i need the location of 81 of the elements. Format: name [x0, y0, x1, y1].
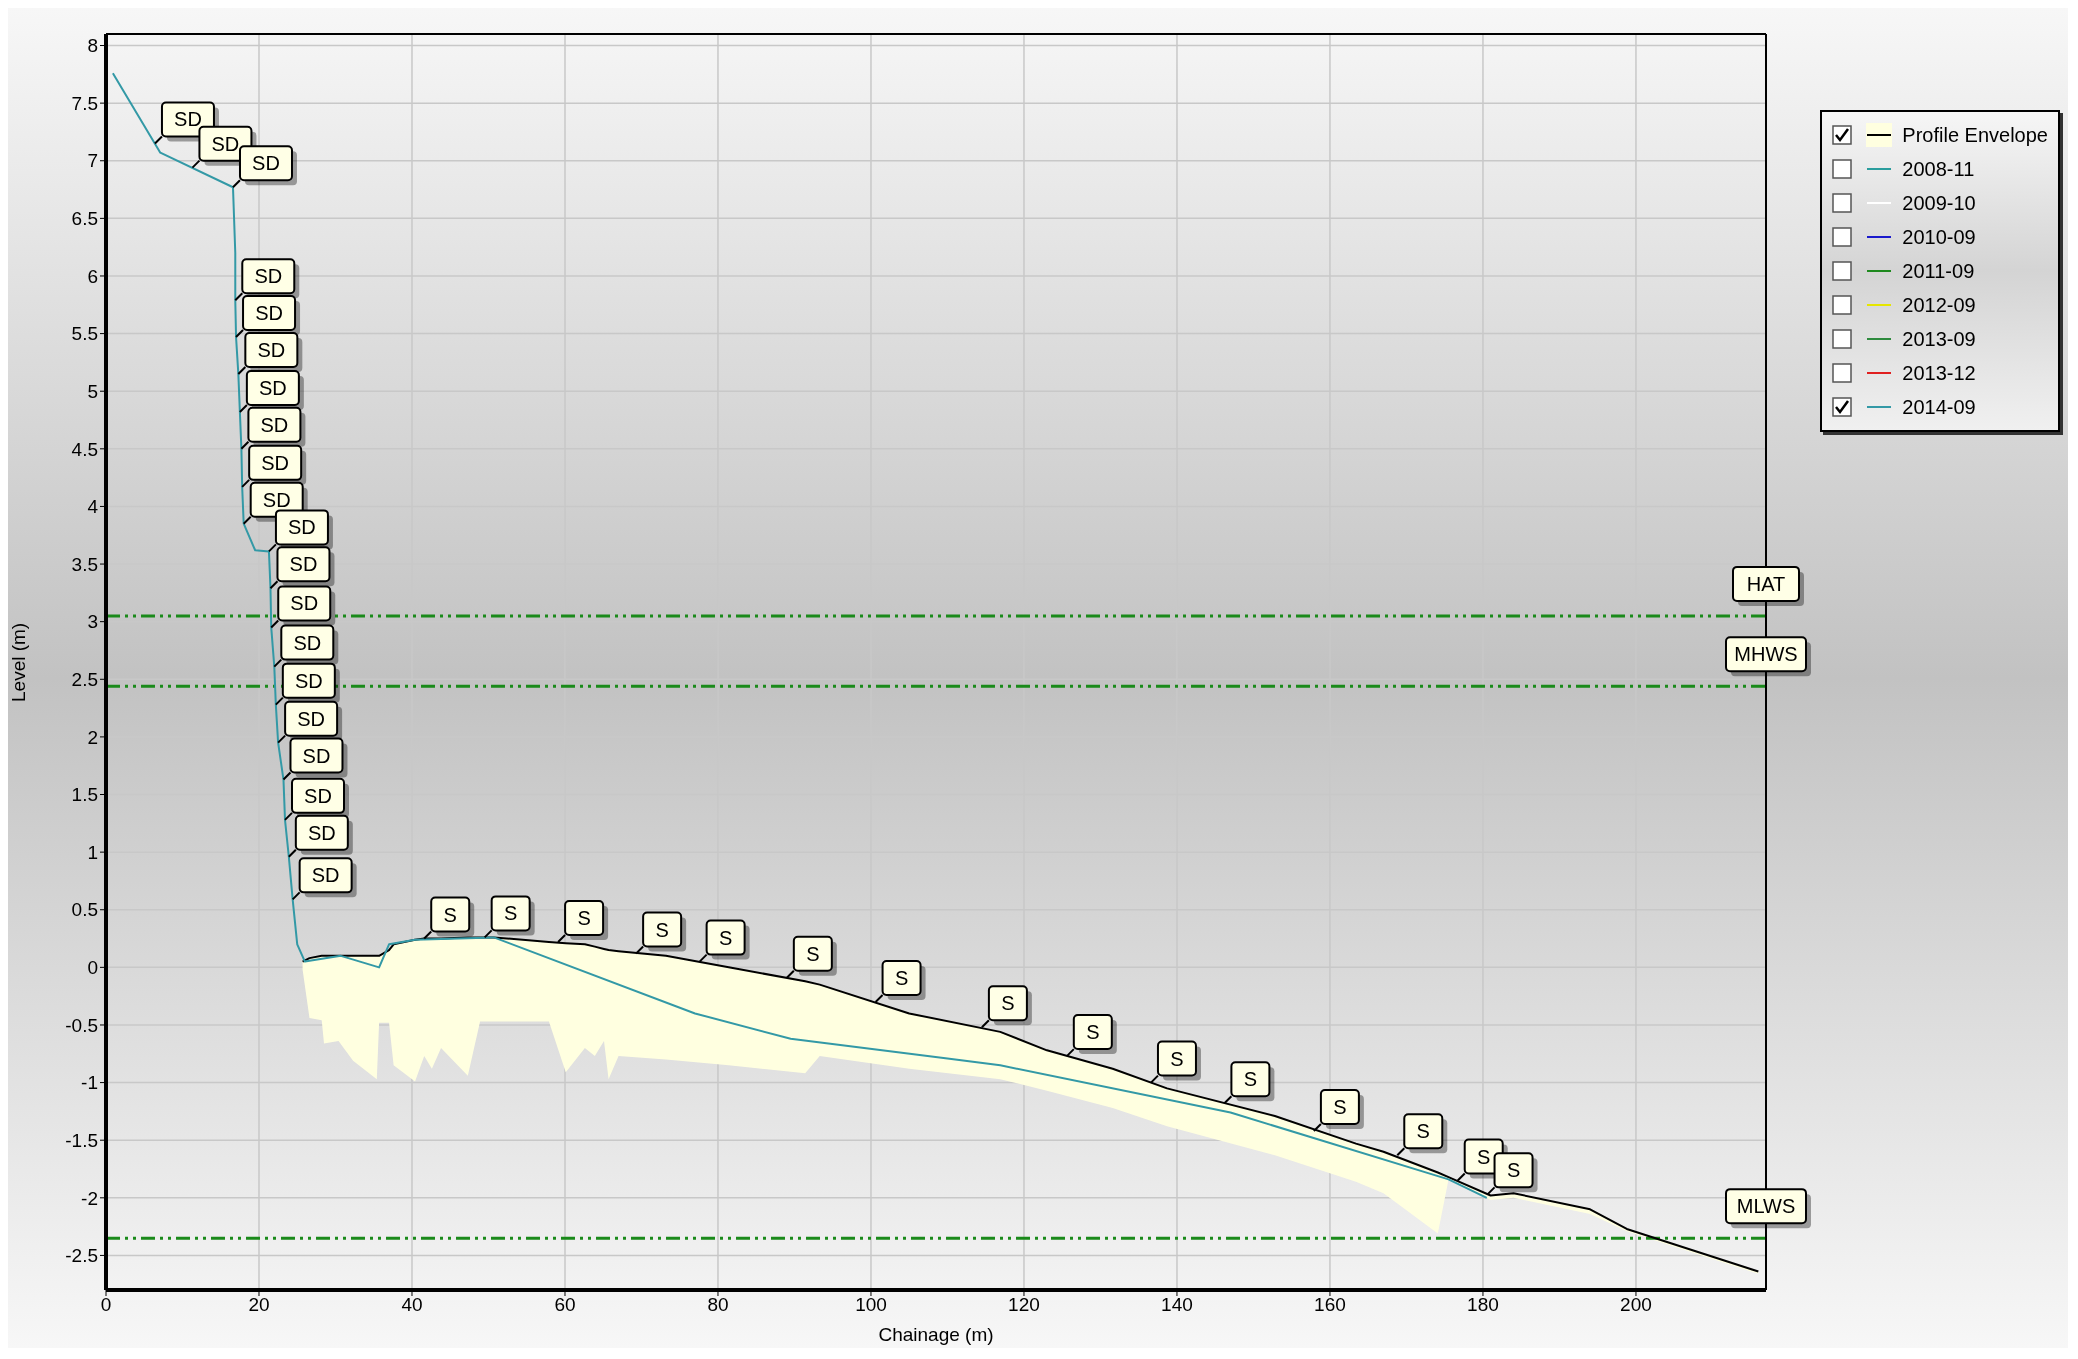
annotation: S	[1333, 1095, 1347, 1118]
legend-label: 2011-09	[1902, 259, 1975, 283]
annotation: S	[577, 907, 591, 930]
legend-label: 2009-10	[1902, 191, 1976, 215]
annotation: SD	[257, 338, 286, 361]
x-tick-label: 80	[707, 1294, 729, 1316]
legend-label: 2010-09	[1902, 225, 1976, 249]
ref-line-label: HAT	[1746, 572, 1786, 595]
annotation: S	[503, 902, 518, 925]
y-tick-label: 0.5	[71, 899, 98, 921]
y-tick-label: 0	[87, 957, 98, 979]
annotation: S	[1506, 1159, 1521, 1182]
annotation: SD	[294, 669, 323, 692]
annotation: SD	[252, 152, 280, 175]
annotation: S	[1243, 1068, 1258, 1091]
x-tick-label: 180	[1467, 1294, 1499, 1316]
annotation: S	[1086, 1021, 1100, 1044]
annotation: SD	[297, 707, 326, 730]
y-tick-label: -2.5	[65, 1245, 98, 1267]
annotation: SD	[261, 451, 290, 474]
annotation: SD	[302, 744, 331, 767]
annotation: S	[655, 918, 669, 941]
y-tick-label: 5.5	[71, 323, 98, 345]
y-tick-label: 4.5	[71, 438, 98, 460]
x-tick-label: 60	[554, 1294, 576, 1316]
legend-label: 2012-09	[1902, 293, 1976, 317]
annotation: SD	[293, 631, 322, 654]
legend-label: Profile Envelope	[1902, 123, 2048, 147]
y-tick-label: 2	[87, 726, 98, 748]
annotation: SD	[262, 488, 291, 511]
y-tick-label: 7	[87, 150, 98, 172]
annotation: SD	[254, 265, 283, 288]
y-tick-label: 6.5	[71, 208, 98, 230]
y-tick-label: 3	[87, 611, 98, 633]
x-tick-label: 120	[1008, 1294, 1040, 1316]
y-tick-label: 1.5	[71, 784, 98, 806]
y-tick-label: -1	[81, 1072, 98, 1094]
x-tick-label: 20	[248, 1294, 270, 1316]
legend-label: 2014-09	[1902, 395, 1976, 419]
annotation: SD	[304, 784, 332, 807]
annotation: S	[1001, 992, 1015, 1015]
legend-label: 2013-09	[1902, 327, 1976, 351]
y-tick-label: 7.5	[71, 92, 98, 114]
x-tick-label: 200	[1620, 1294, 1652, 1316]
annotation: S	[718, 926, 733, 949]
x-tick-label: 160	[1314, 1294, 1346, 1316]
annotation: SD	[258, 376, 287, 399]
annotation: SD	[260, 413, 289, 436]
ref-line-label: MHWS	[1734, 643, 1798, 666]
y-tick-label: 1	[87, 841, 98, 863]
annotation: S	[806, 942, 820, 965]
y-tick-label: 2.5	[71, 669, 98, 691]
annotation: SD	[288, 516, 316, 539]
legend-label: 2008-11	[1902, 157, 1975, 181]
annotation: S	[1477, 1145, 1491, 1168]
y-tick-label: 6	[87, 265, 98, 287]
y-tick-label: 5	[87, 380, 98, 402]
x-axis-title: Chainage (m)	[878, 1324, 994, 1345]
y-tick-label: 4	[87, 496, 99, 518]
y-tick-label: 3.5	[71, 553, 98, 575]
annotation: SD	[211, 132, 240, 155]
y-tick-label: -0.5	[65, 1014, 98, 1036]
annotation: S	[1170, 1047, 1184, 1070]
annotation: SD	[311, 864, 340, 887]
annotation: S	[1416, 1120, 1430, 1143]
y-tick-label: 8	[87, 35, 98, 57]
y-tick-label: -2	[81, 1187, 98, 1209]
annotation: SD	[174, 108, 202, 131]
x-tick-label: 40	[401, 1294, 423, 1316]
ref-line-label: MLWS	[1736, 1195, 1796, 1218]
annotation: SD	[289, 553, 318, 576]
annotation: SD	[290, 592, 319, 615]
annotation: SD	[255, 302, 283, 325]
x-tick-label: 100	[855, 1294, 887, 1316]
annotation: S	[443, 903, 457, 926]
x-tick-label: 140	[1161, 1294, 1193, 1316]
annotation: SD	[307, 821, 336, 844]
annotation: S	[894, 966, 909, 989]
legend-label: 2013-12	[1902, 361, 1976, 385]
y-tick-label: -1.5	[65, 1129, 98, 1151]
y-axis-title: Level (m)	[7, 622, 29, 702]
